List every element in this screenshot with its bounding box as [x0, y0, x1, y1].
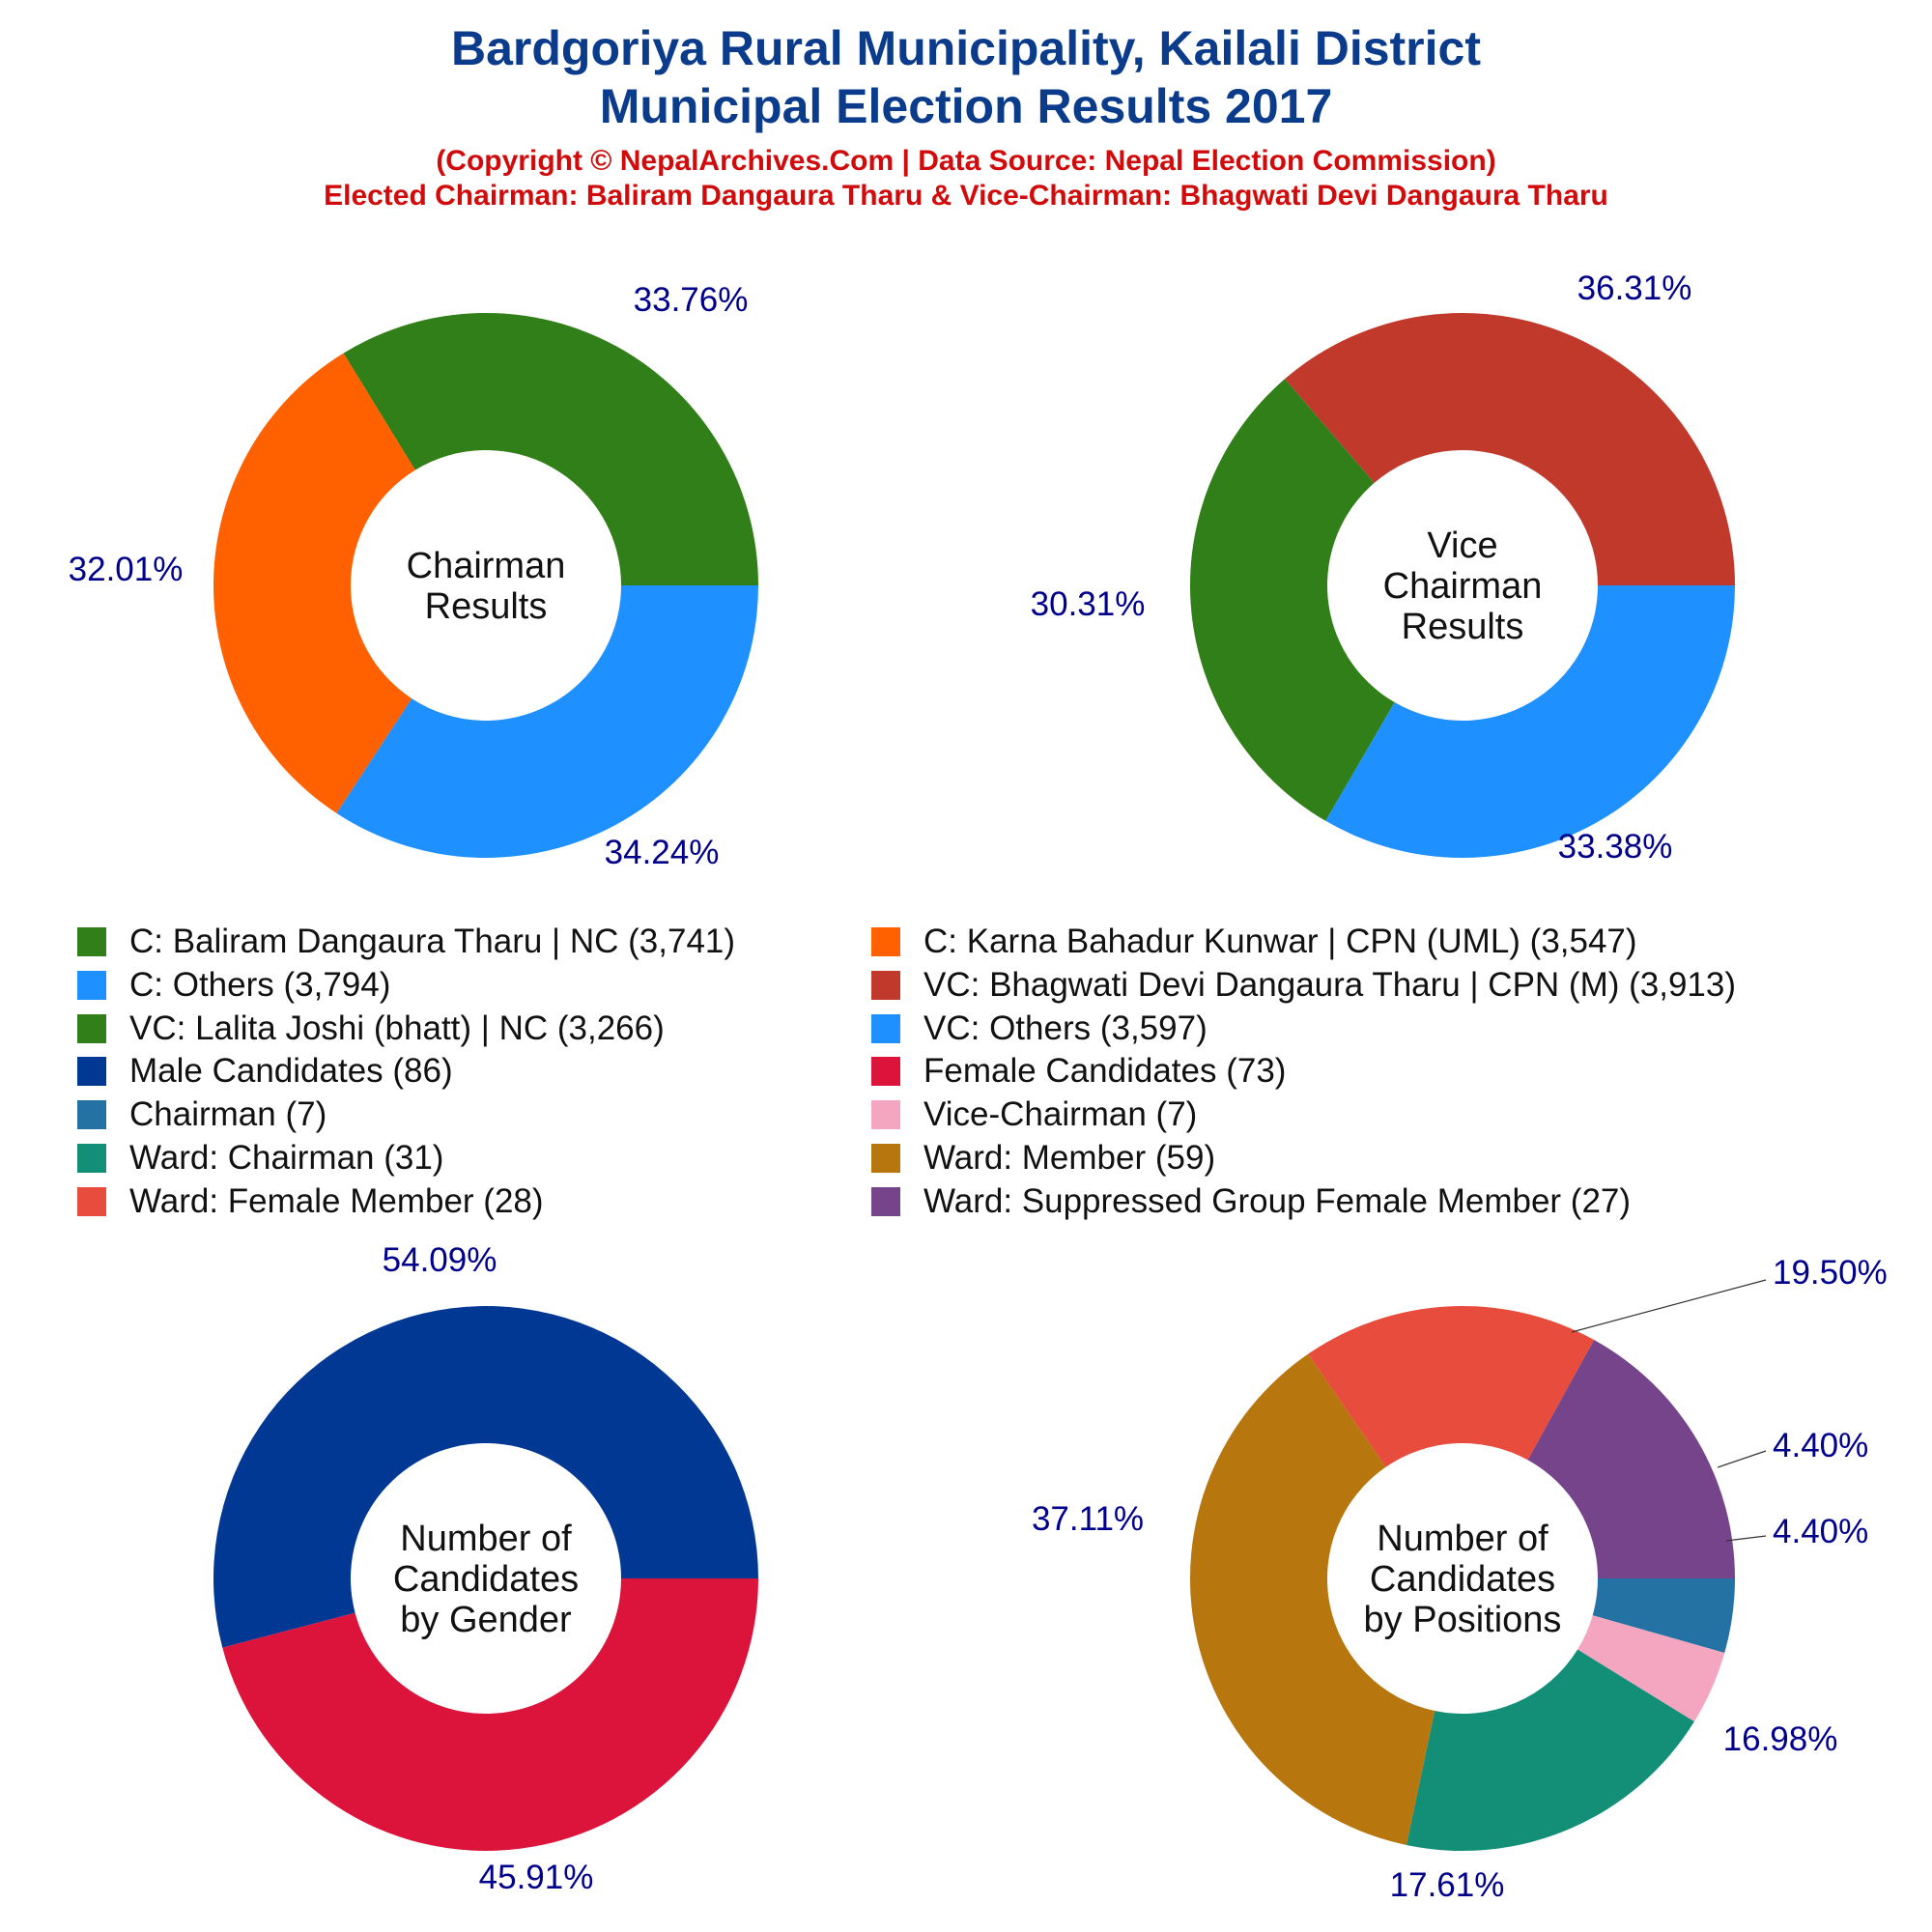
slice-vc-others	[1325, 585, 1735, 858]
slice-ward-member	[1189, 1353, 1435, 1845]
slice-ward-chairman	[1406, 1649, 1694, 1851]
chart-title-line-2: Municipal Election Results 2017	[599, 79, 1333, 133]
slice-vc-lalita-joshi-bhatt-nc	[1189, 379, 1395, 821]
slice-chairman	[1592, 1578, 1735, 1654]
pct-label-ward-suppressed-group-female-member: 16.98%	[1723, 1720, 1838, 1758]
chairman-results-center-label: Chairman	[407, 546, 566, 586]
chart-subtitle-copyright: (Copyright © NepalArchives.Com | Data So…	[436, 145, 1496, 177]
slice-c-others	[336, 585, 758, 858]
pct-label-vice-chairman: 4.40%	[1773, 1427, 1868, 1464]
slice-c-baliram-dangaura-tharu-nc	[343, 312, 758, 585]
pct-label-female-candidates: 45.91%	[479, 1859, 594, 1896]
pct-label-chairman: 4.40%	[1773, 1513, 1868, 1550]
candidates-by-gender-center-label: Candidates	[393, 1559, 579, 1600]
candidates-by-positions-center-label: Number of	[1377, 1519, 1548, 1559]
candidates-by-positions-center-label: by Positions	[1364, 1600, 1562, 1640]
chart-title-line-1: Bardgoriya Rural Municipality, Kailali D…	[451, 21, 1481, 75]
vice-chairman-results-center-label: Results	[1402, 607, 1524, 647]
pct-label-vc-others: 33.38%	[1558, 828, 1673, 866]
pct-label-vc-lalita-joshi-bhatt-nc: 30.31%	[1031, 585, 1146, 623]
pct-label-vc-bhagwati-devi-dangaura-tharu-cpn-m: 36.31%	[1577, 270, 1692, 307]
vice-chairman-results-center-label: Chairman	[1383, 566, 1543, 607]
pct-label-c-others: 34.24%	[605, 834, 720, 871]
pct-label-ward-member: 37.11%	[1032, 1500, 1144, 1538]
pct-label-ward-female-member: 17.61%	[1390, 1866, 1505, 1904]
candidates-by-positions-center-label: Candidates	[1370, 1559, 1555, 1600]
vice-chairman-results-center-label: Vice	[1427, 526, 1497, 566]
slice-vc-bhagwati-devi-dangaura-tharu-cpn-m	[1285, 312, 1735, 585]
slice-female-candidates	[222, 1578, 758, 1851]
candidates-by-gender-center-label: Number of	[400, 1519, 572, 1559]
pct-label-c-karna-bahadur-kunwar-cpn-uml: 32.01%	[69, 551, 184, 588]
slice-vice-chairman	[1577, 1615, 1725, 1722]
pct-label-ward-chairman: 19.50%	[1773, 1254, 1888, 1292]
chairman-results-center-label: Results	[425, 586, 548, 627]
candidates-by-gender-center-label: by Gender	[400, 1600, 572, 1640]
leader-line-chairman	[1725, 1535, 1767, 1542]
pct-label-c-baliram-dangaura-tharu-nc: 33.76%	[634, 281, 749, 319]
slice-c-karna-bahadur-kunwar-cpn-uml	[213, 353, 415, 813]
leader-line-ward-chairman	[1571, 1279, 1767, 1333]
pct-label-male-candidates: 54.09%	[383, 1241, 497, 1279]
slice-male-candidates	[213, 1305, 758, 1648]
chart-subtitle-elected: Elected Chairman: Baliram Dangaura Tharu…	[324, 180, 1608, 212]
slice-ward-suppressed-group-female-member	[1527, 1340, 1735, 1578]
slice-ward-female-member	[1308, 1306, 1595, 1467]
leader-line-vice-chairman	[1717, 1450, 1767, 1468]
